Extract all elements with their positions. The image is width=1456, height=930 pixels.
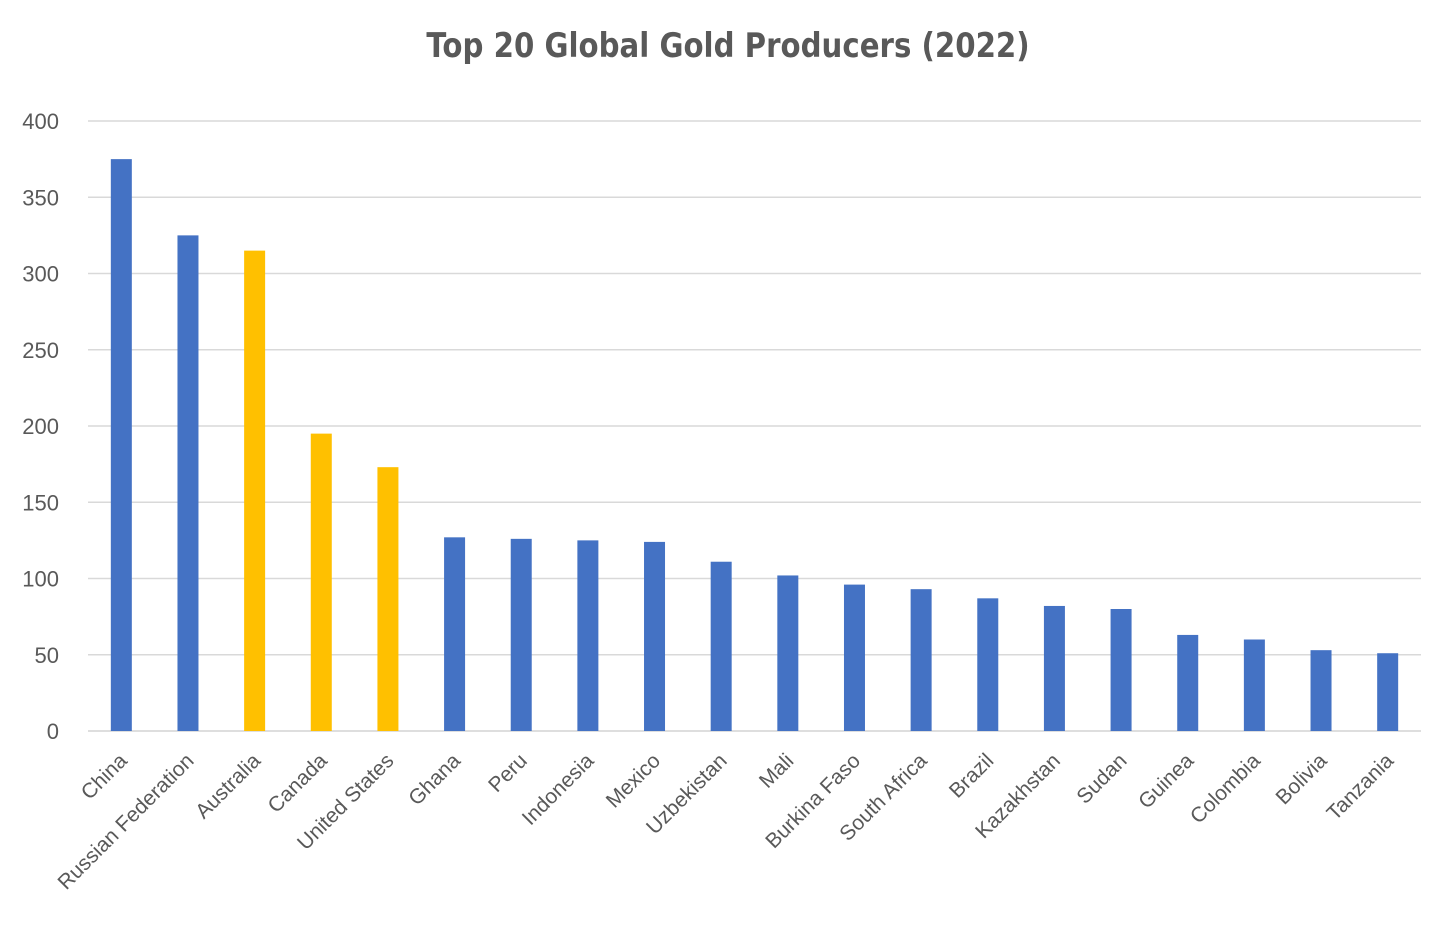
bar-south-africa [910, 589, 932, 731]
bar-burkina-faso [843, 584, 865, 731]
gridlines [88, 120, 1421, 732]
x-tick-label: Peru [484, 749, 532, 797]
y-tick-label: 100 [22, 567, 59, 592]
y-tick-label: 200 [22, 414, 59, 439]
bar-united-states [377, 467, 399, 731]
y-tick-label: 50 [35, 643, 59, 668]
x-tick-label: Indonesia [518, 749, 599, 830]
x-tick-label: China [77, 749, 132, 804]
bar-tanzania [1377, 653, 1399, 731]
chart-title: Top 20 Global Gold Producers (2022) [426, 26, 1030, 66]
x-tick-label: Brazil [945, 749, 998, 802]
y-tick-label: 400 [22, 109, 59, 134]
y-tick-label: 350 [22, 185, 59, 210]
y-tick-label: 300 [22, 262, 59, 287]
x-tick-label: Mexico [602, 749, 665, 812]
bar-china [110, 159, 132, 731]
x-tick-label: Sudan [1072, 749, 1131, 808]
bar-uzbekistan [710, 561, 732, 731]
y-tick-label: 0 [47, 719, 59, 744]
bar-sudan [1110, 609, 1132, 731]
bar-australia [244, 250, 266, 731]
x-tick-label: Ghana [404, 749, 465, 810]
bar-kazakhstan [1043, 605, 1065, 731]
bar-brazil [977, 598, 999, 731]
x-tick-label: Bolivia [1272, 749, 1332, 809]
bar-ghana [444, 537, 466, 731]
bar-bolivia [1310, 650, 1332, 731]
y-axis-ticks: 0 50 100 150 200 250 300 350 400 [22, 109, 59, 744]
x-tick-label: Canada [264, 749, 333, 818]
x-tick-label: Tanzania [1323, 749, 1399, 825]
x-tick-label: Guinea [1134, 749, 1198, 813]
bar-indonesia [577, 540, 599, 731]
bar-peru [510, 538, 532, 731]
x-tick-label: Mali [755, 749, 798, 792]
bar-canada [310, 433, 332, 731]
bar-mexico [644, 541, 666, 731]
bar-colombia [1243, 639, 1265, 731]
bar-guinea [1177, 634, 1199, 731]
x-tick-label: Colombia [1186, 749, 1265, 828]
y-tick-label: 150 [22, 490, 59, 515]
bars [110, 159, 1399, 731]
bar-mali [777, 575, 799, 731]
x-tick-label: Australia [191, 749, 265, 823]
bar-russian-federation [177, 235, 199, 731]
y-tick-label: 250 [22, 338, 59, 363]
